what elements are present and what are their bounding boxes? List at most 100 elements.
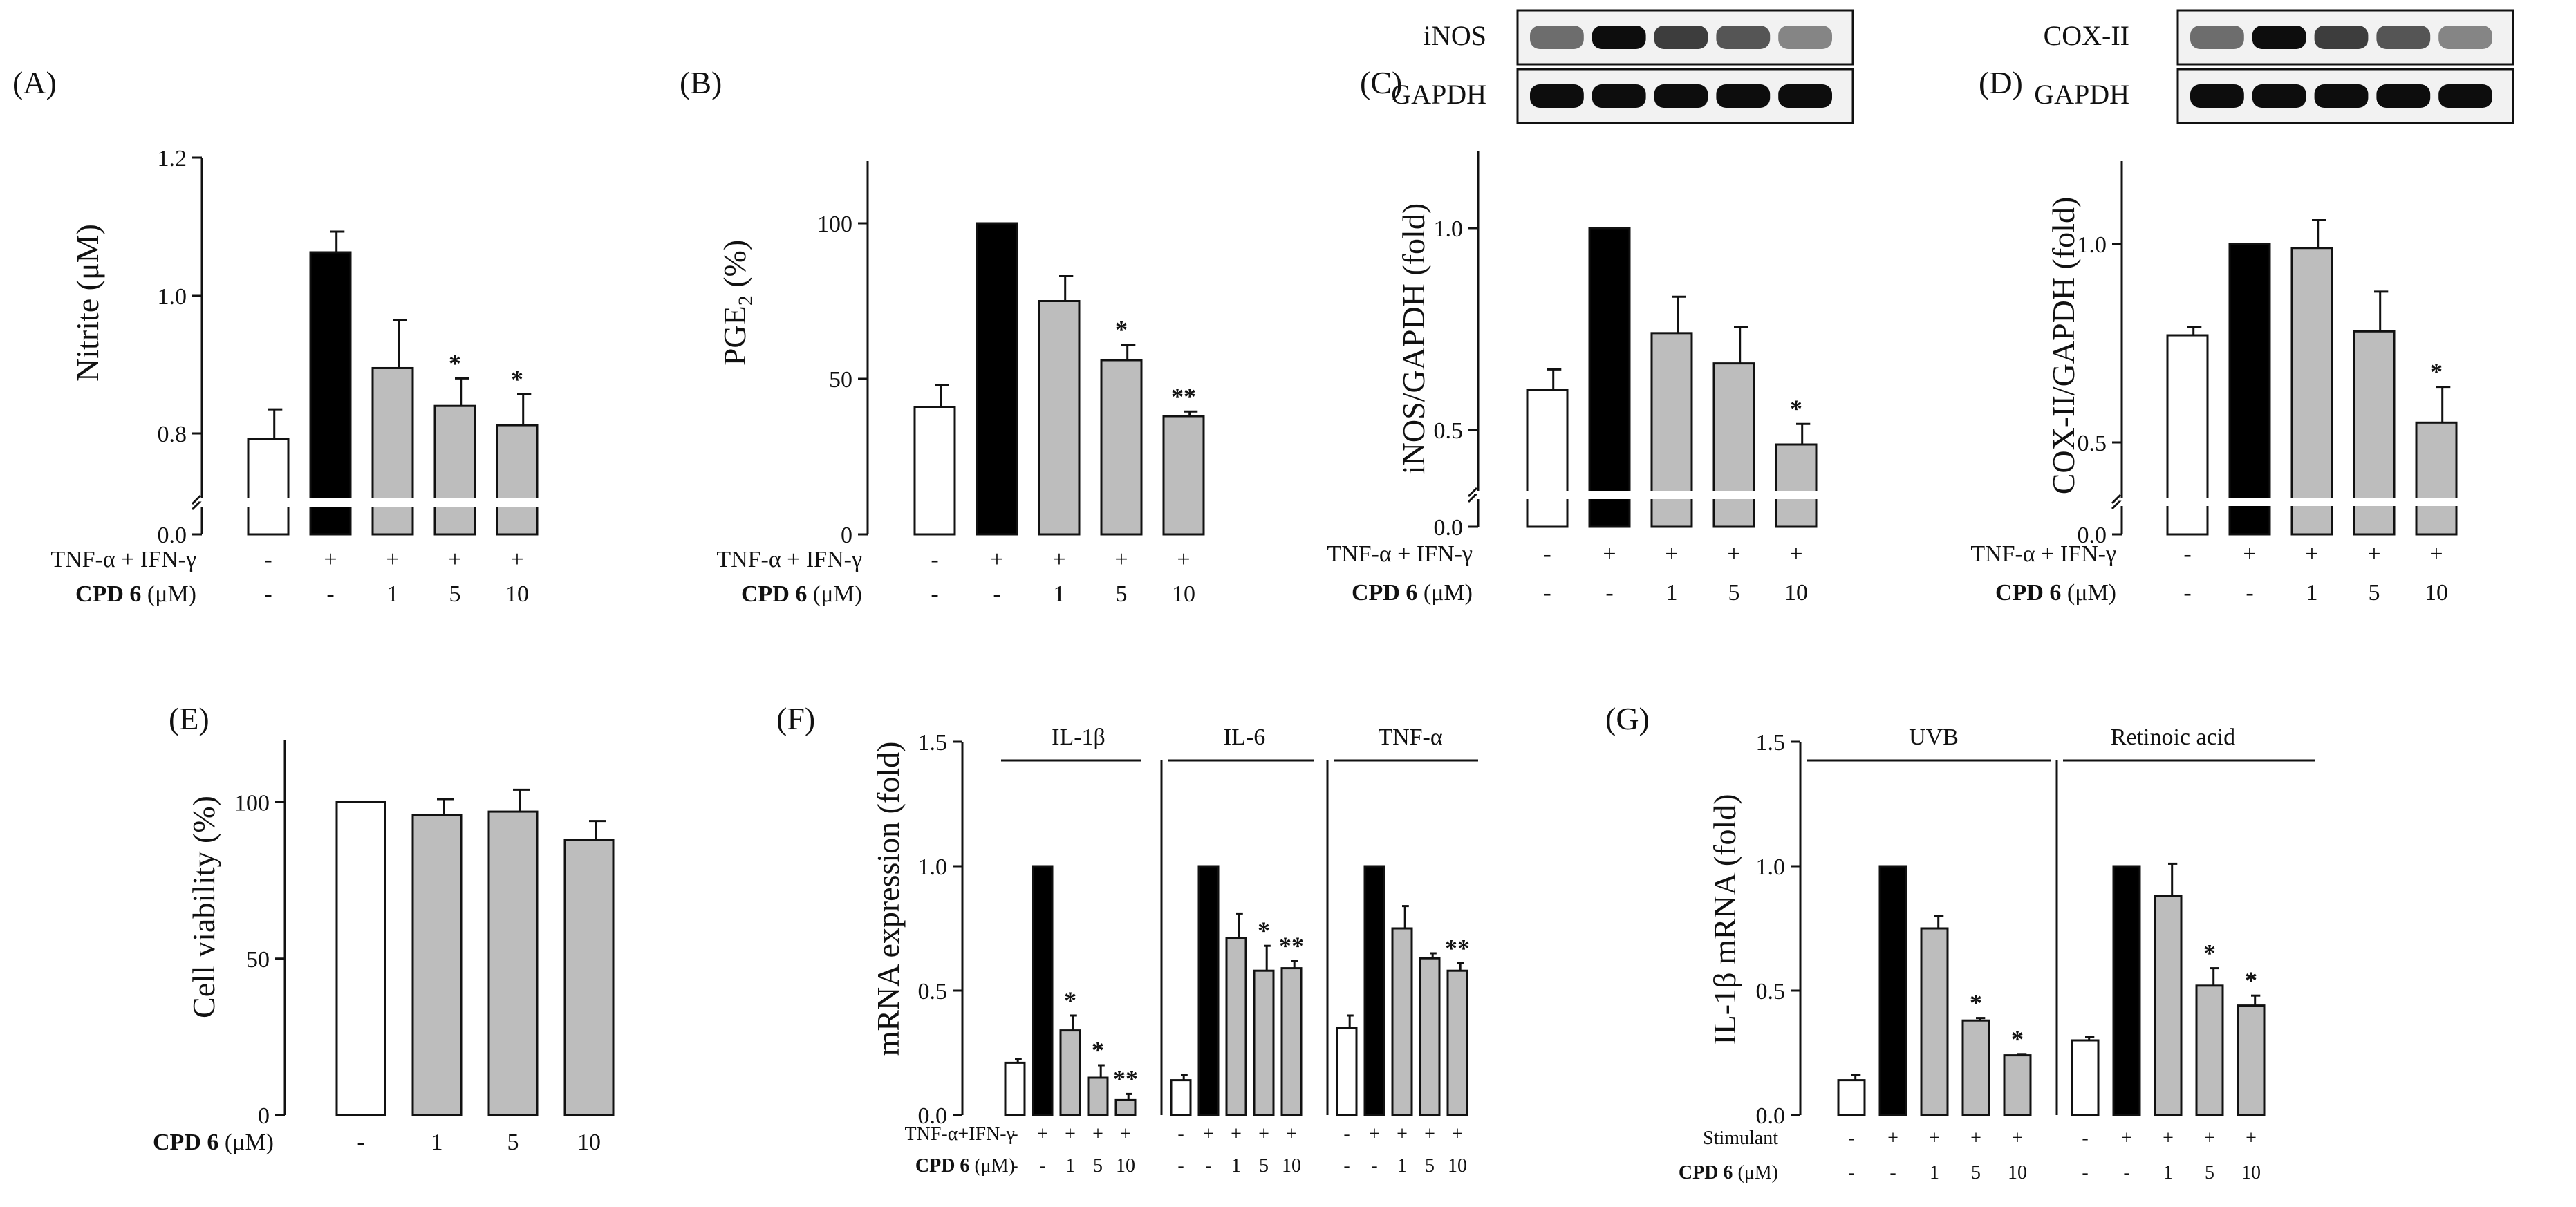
condition-value: + xyxy=(1037,1123,1048,1145)
condition-value: - xyxy=(1205,1155,1211,1177)
significance-marker: ** xyxy=(1113,1065,1138,1092)
y-axis-label: COX-II/GAPDH (fold) xyxy=(2046,197,2081,495)
significance-marker: * xyxy=(449,349,461,377)
condition-value: 5 xyxy=(2369,580,2380,606)
condition-row-label: TNF-α + IFN-γ xyxy=(1327,541,1473,567)
y-axis-label-group: IL-1β mRNA (fold) xyxy=(1707,794,1742,1045)
condition-value: + xyxy=(1789,541,1802,567)
condition-value: - xyxy=(1543,541,1551,567)
y-tick-label: 0 xyxy=(258,1103,270,1129)
blot-band xyxy=(1778,84,1832,108)
condition-value: + xyxy=(1286,1123,1297,1145)
condition-value: + xyxy=(1369,1123,1380,1145)
condition-value: 1 xyxy=(1666,580,1678,606)
significance-marker: ** xyxy=(1279,932,1304,960)
condition-row-label: CPD 6 (μM) xyxy=(1352,580,1473,606)
panel-label: (F) xyxy=(776,701,815,736)
y-axis-label: Cell viability (%) xyxy=(186,796,221,1018)
significance-marker: ** xyxy=(1171,382,1196,410)
significance-marker: * xyxy=(2245,966,2257,994)
y-tick-label: 0.5 xyxy=(918,979,948,1004)
condition-value: - xyxy=(1177,1155,1184,1177)
condition-value: + xyxy=(448,547,461,572)
condition-value: + xyxy=(2243,541,2256,567)
condition-value: + xyxy=(2367,541,2380,567)
axis-break-gap xyxy=(1475,491,1820,499)
condition-value: 5 xyxy=(507,1130,519,1155)
blot-band xyxy=(2438,84,2492,108)
y-tick-label: 1.0 xyxy=(158,284,187,310)
y-tick-label: 0.0 xyxy=(1756,1103,1786,1129)
condition-value: - xyxy=(1177,1123,1184,1145)
blot-label: GAPDH xyxy=(2034,79,2129,110)
condition-value: - xyxy=(264,581,272,607)
panel-label: (G) xyxy=(1605,701,1650,736)
blot-band xyxy=(1716,26,1771,49)
y-axis-label: iNOS/GAPDH (fold) xyxy=(1396,203,1431,474)
condition-value: 10 xyxy=(1282,1155,1301,1177)
condition-value: + xyxy=(2163,1128,2174,1149)
significance-marker: * xyxy=(2011,1025,2024,1053)
y-tick-label: 1.2 xyxy=(158,146,187,171)
panel-label: (A) xyxy=(12,65,57,100)
condition-value: 5 xyxy=(1259,1155,1269,1177)
bar xyxy=(1961,1019,1990,1116)
significance-marker: * xyxy=(2430,358,2443,386)
y-tick-label: 0.8 xyxy=(158,422,187,447)
chart-panel: (G) 0.0 0.5 1.0 1.5 IL-1β mRNA (fold) * * UVB * * R… xyxy=(1605,701,2315,1183)
bar xyxy=(487,810,539,1116)
bar xyxy=(1170,1079,1192,1116)
condition-value: 1 xyxy=(2163,1162,2173,1183)
y-tick-label: 50 xyxy=(829,367,852,393)
panel-label: (D) xyxy=(1979,65,2023,100)
y-axis-label-group: PGE2 (%) xyxy=(717,240,757,366)
condition-value: - xyxy=(326,581,334,607)
y-tick-label: 0.5 xyxy=(1434,418,1464,444)
bar xyxy=(335,801,386,1116)
condition-value: 5 xyxy=(1971,1162,1981,1183)
condition-value: + xyxy=(1424,1123,1435,1145)
condition-row-label: CPD 6 (μM) xyxy=(915,1155,1015,1177)
blot-label: GAPDH xyxy=(1391,79,1486,110)
condition-value: + xyxy=(1258,1123,1269,1145)
condition-value: 5 xyxy=(1728,580,1740,606)
bar xyxy=(1920,927,1949,1116)
bar xyxy=(1100,359,1143,536)
condition-value: + xyxy=(324,547,337,572)
bar xyxy=(2003,1054,2032,1116)
bar xyxy=(433,404,476,536)
blot-label: COX-II xyxy=(2044,20,2129,51)
y-tick-label: 0 xyxy=(841,523,852,548)
blot-band xyxy=(2252,84,2306,108)
condition-row-label: CPD 6 (μM) xyxy=(153,1130,274,1155)
blot-band xyxy=(1654,84,1708,108)
condition-value: + xyxy=(2012,1128,2023,1149)
blot-band xyxy=(1592,84,1646,108)
bar xyxy=(411,814,463,1116)
condition-value: 10 xyxy=(2425,580,2448,606)
axis-break-mark xyxy=(2111,494,2122,510)
blot-band xyxy=(2252,26,2306,49)
condition-value: - xyxy=(2082,1162,2088,1183)
bar xyxy=(1087,1076,1109,1116)
blot-band xyxy=(2376,26,2431,49)
condition-row-label: Stimulant xyxy=(1703,1128,1778,1149)
bar xyxy=(309,251,352,536)
condition-value: + xyxy=(1231,1123,1242,1145)
condition-value: + xyxy=(2246,1128,2257,1149)
condition-value: - xyxy=(2183,580,2191,606)
blot-band xyxy=(1592,26,1646,49)
bar xyxy=(496,424,539,536)
y-axis-label: PGE2 (%) xyxy=(717,240,757,366)
condition-value: - xyxy=(2123,1162,2129,1183)
y-tick-label: 0.0 xyxy=(2078,523,2107,548)
y-axis-label-group: Nitrite (μM) xyxy=(70,224,105,382)
y-tick-label: 1.0 xyxy=(2078,232,2107,258)
y-axis-label-group: COX-II/GAPDH (fold) xyxy=(2046,197,2081,495)
y-axis-label-group: iNOS/GAPDH (fold) xyxy=(1396,203,1431,474)
condition-value: + xyxy=(1727,541,1740,567)
panel-label: (B) xyxy=(680,65,722,100)
condition-value: - xyxy=(2082,1128,2088,1149)
condition-row-label: CPD 6 (μM) xyxy=(741,581,862,607)
